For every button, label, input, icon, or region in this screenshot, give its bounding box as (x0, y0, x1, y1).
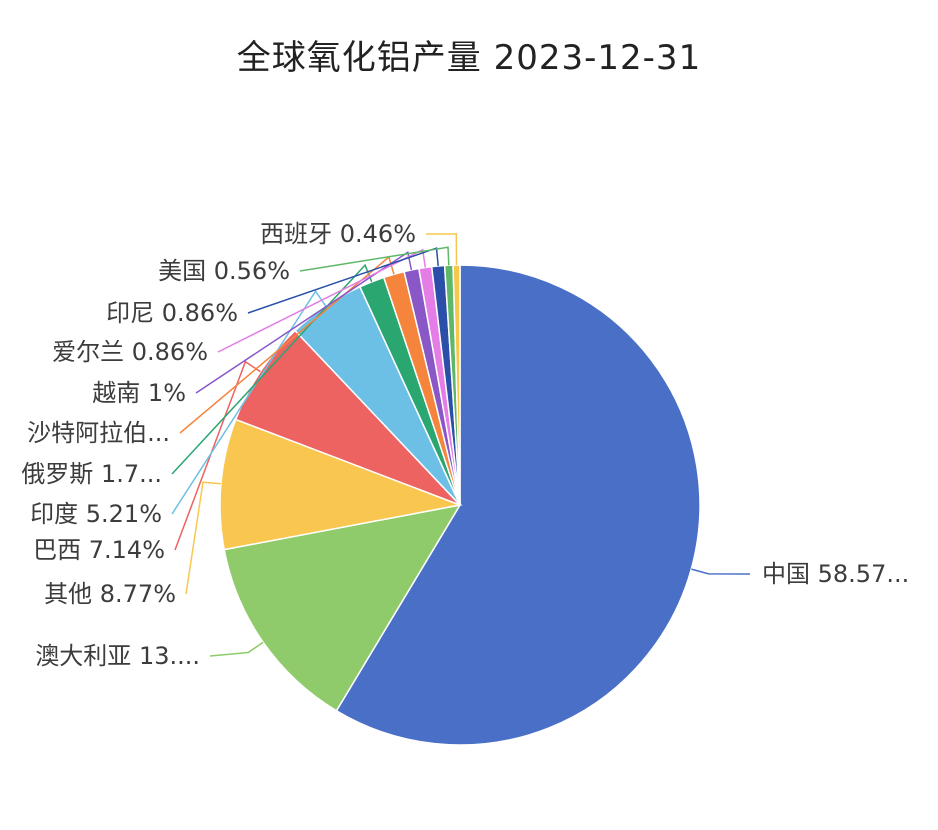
leader-line-12 (426, 233, 458, 266)
slice-label-8: 越南 1% (92, 379, 186, 407)
slice-label-6: 俄罗斯 1.7... (21, 460, 162, 488)
slice-label-3: 其他 8.77% (44, 580, 176, 608)
slice-label-7: 沙特阿拉伯... (27, 419, 170, 447)
pie-slice-4 (234, 329, 461, 506)
leader-line-2 (209, 641, 264, 657)
slice-label-10: 印尼 0.86% (106, 299, 238, 327)
slice-label-1: 中国 58.57... (762, 560, 909, 588)
slice-label-5: 印度 5.21% (30, 500, 162, 528)
slice-label-11: 美国 0.56% (158, 257, 290, 285)
leader-line-3 (185, 481, 221, 595)
pie-slice-3 (219, 418, 463, 551)
slice-label-12: 西班牙 0.46% (260, 220, 416, 248)
leader-line-9 (217, 248, 427, 353)
chart-title: 全球氧化铝产量 2023-12-31 (236, 38, 702, 78)
leader-line-11 (299, 246, 450, 272)
slice-label-2: 澳大利亚 13.... (35, 642, 200, 670)
pie-slice-12 (452, 264, 461, 506)
slice-label-9: 爱尔兰 0.86% (52, 338, 208, 366)
leader-line-4 (174, 360, 261, 551)
leader-line-8 (195, 251, 413, 394)
leader-line-1 (691, 568, 751, 575)
leader-line-10 (247, 247, 439, 314)
slice-label-4: 巴西 7.14% (33, 536, 165, 564)
leader-line-5 (171, 289, 327, 515)
pie-slice-1 (335, 264, 701, 746)
